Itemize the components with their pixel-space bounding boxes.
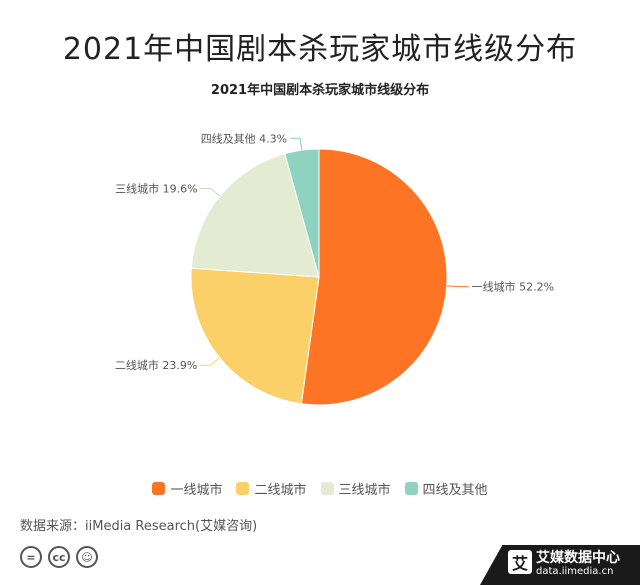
legend-item-tier3: 三线城市 [320,479,391,498]
legend-label-tier4: 四线及其他 [422,483,488,498]
legend-swatch-tier4 [404,482,418,495]
cc-icon: cc [48,546,70,568]
slice-tier2 [190,267,320,405]
legend-swatch-tier1 [152,482,166,495]
brand-url: data.iimedia.cn [536,566,614,577]
person-icon: ☺ [76,546,98,568]
legend-item-tier1: 一线城市 [152,479,222,498]
chart-legend: 一线城市 二线城市 三线城市 四线及其他 [0,479,640,498]
legend-label-tier2: 二线城市 [254,483,307,498]
brand-logo-icon: 艾 [508,550,532,574]
slice-label-tier4: 四线及其他 4.3% [201,131,287,145]
chart-title: 2021年中国剧本杀玩家城市线级分布 [210,83,430,98]
leader-line [200,357,220,366]
legend-label-tier3: 三线城市 [338,483,391,498]
brand-banner [480,545,640,585]
legend-label-tier1: 一线城市 [170,483,223,498]
slice-tier3 [190,153,320,278]
leader-line [200,187,221,197]
slice-label-tier3: 三线城市 19.6% [115,181,197,195]
data-source: 数据来源：iiMedia Research(艾媒咨询) [20,519,258,534]
legend-item-tier2: 二线城市 [236,479,307,498]
brand-name: 艾媒数据中心 [536,550,620,566]
page-title: 2021年中国剧本杀玩家城市线级分布 [62,32,578,67]
leader-line [290,137,303,151]
slice-label-tier2: 二线城市 23.9% [115,358,197,372]
slice-label-tier1: 一线城市 52.2% [472,280,554,294]
leader-line [446,285,469,288]
equals-icon: = [20,546,42,568]
slice-tier1 [300,148,448,406]
license-icons: = cc ☺ [20,546,98,568]
legend-swatch-tier2 [236,482,250,495]
legend-item-tier4: 四线及其他 [404,479,488,498]
legend-swatch-tier3 [320,482,334,495]
